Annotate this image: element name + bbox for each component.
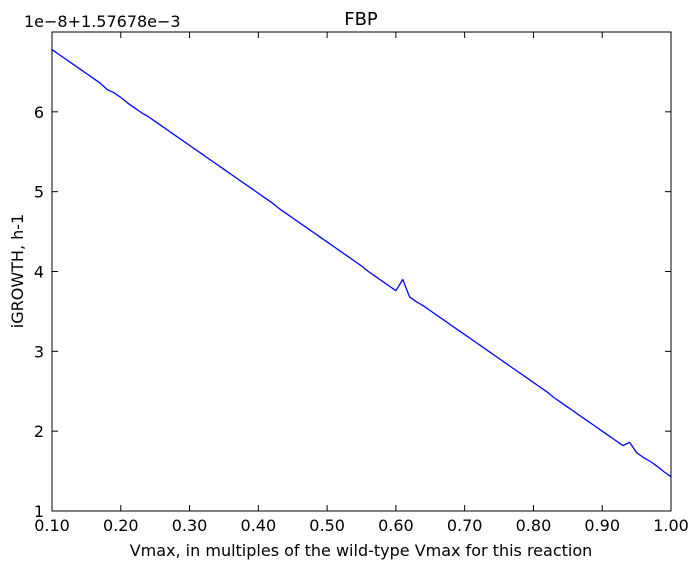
y-tick-label: 2 xyxy=(34,422,44,441)
plot-layer xyxy=(51,49,672,478)
x-tick-label: 0.30 xyxy=(172,516,208,535)
y-axis-title: iGROWTH, h-1 xyxy=(8,214,27,328)
x-tick-label: 0.40 xyxy=(241,516,277,535)
x-axis-title: Vmax, in multiples of the wild-type Vmax… xyxy=(130,541,593,560)
chart-title: FBP xyxy=(344,9,378,30)
x-tick-label: 0.50 xyxy=(309,516,345,535)
y-offset-label: 1e−8+1.57678e−3 xyxy=(24,12,181,31)
x-tick-label: 0.20 xyxy=(103,516,139,535)
y-tick-label: 1 xyxy=(34,502,44,521)
x-tick-label: 0.70 xyxy=(447,516,483,535)
tick-layer: 0.10 0.20 0.30 0.40 0.50 0.60 0.70 0.80 0.90 1.00… xyxy=(34,32,689,535)
y-tick-label: 6 xyxy=(34,103,44,122)
series-line xyxy=(51,49,672,478)
x-tick-label: 0.80 xyxy=(516,516,552,535)
y-tick-label: 3 xyxy=(34,342,44,361)
x-tick-label: 0.90 xyxy=(584,516,620,535)
y-tick-label: 4 xyxy=(34,263,44,282)
y-tick-label: 5 xyxy=(34,183,44,202)
x-tick-label: 0.10 xyxy=(34,516,70,535)
x-tick-label: 1.00 xyxy=(653,516,689,535)
plot-frame xyxy=(51,31,672,512)
x-tick-label: 0.60 xyxy=(378,516,414,535)
